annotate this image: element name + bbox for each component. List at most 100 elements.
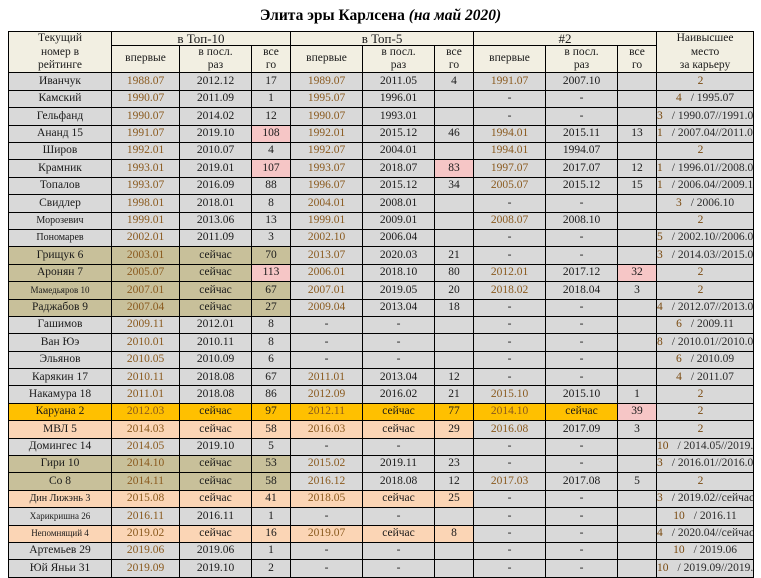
number2-total-cell: 32 bbox=[617, 263, 658, 283]
top10-total-cell: 107 bbox=[251, 159, 291, 178]
top5-last-value: 2006.04 bbox=[379, 231, 418, 244]
header-top5-total-line-2: го bbox=[448, 59, 460, 72]
number2-first-cell: - bbox=[473, 368, 547, 387]
top10-last-cell: 2019.01 bbox=[179, 159, 252, 178]
top10-first-value: 1999.01 bbox=[126, 214, 165, 226]
number2-first-value: 2008.07 bbox=[490, 214, 529, 226]
number2-total-cell: 15 bbox=[617, 176, 658, 196]
number2-first-value: 2017.03 bbox=[490, 474, 529, 487]
career-best-cell: 8 / 2010.01//2010.05 bbox=[656, 333, 755, 352]
career-best-cell: 1 / 2007.04//2011.05 bbox=[656, 124, 755, 144]
top10-last-value: 2019.10 bbox=[196, 561, 235, 574]
top10-last-cell: сейчас bbox=[179, 455, 252, 474]
top5-first-value: 1999.01 bbox=[307, 214, 346, 226]
header-number2-last: в посл. раз bbox=[545, 44, 619, 74]
number2-last-cell: - bbox=[545, 107, 619, 126]
header-number2-total-line-2: го bbox=[631, 59, 643, 72]
top10-first-value: 1991.07 bbox=[126, 127, 165, 140]
career-best-cell: 2 bbox=[656, 263, 755, 283]
top5-first-cell: 1996.07 bbox=[290, 176, 363, 196]
top5-last-cell: - bbox=[362, 541, 435, 561]
top10-first-value: 2005.07 bbox=[126, 266, 165, 279]
header-top5-last-line-1: в посл. bbox=[381, 46, 416, 58]
top10-first-value: 2007.04 bbox=[126, 300, 165, 313]
number2-first-cell: 1994.01 bbox=[473, 141, 547, 161]
number2-first-cell: - bbox=[473, 507, 547, 526]
career-best-rank: 10 bbox=[657, 561, 669, 574]
top5-total-cell: 20 bbox=[433, 281, 475, 300]
career-best-range: / 2019.06 bbox=[693, 544, 738, 557]
number2-first-value: 2016.08 bbox=[490, 422, 529, 435]
top10-last-value: 2019.06 bbox=[196, 544, 235, 557]
top5-first-value: 2015.02 bbox=[307, 457, 346, 470]
top5-last-cell: сейчас bbox=[362, 402, 435, 422]
number2-total-cell: 12 bbox=[617, 159, 658, 178]
header-group-number2: #2 bbox=[473, 31, 658, 46]
top5-first-value: 2007.01 bbox=[307, 283, 346, 296]
career-best-range: / 2012.07//2013.04 bbox=[671, 300, 754, 313]
top10-last-value: 2018.08 bbox=[196, 370, 235, 383]
number2-first-cell: - bbox=[473, 541, 547, 561]
top5-total-cell bbox=[433, 89, 475, 109]
top10-last-value: 2019.10 bbox=[196, 440, 235, 453]
top10-first-value: 2011.01 bbox=[127, 387, 164, 400]
top10-total-cell: 8 bbox=[251, 333, 291, 352]
header-top10-last-line-1: в посл. bbox=[198, 46, 233, 58]
table-header: Текущий номер в рейтинге в Топ-10 в Топ-… bbox=[8, 30, 755, 74]
number2-last-cell: - bbox=[545, 524, 619, 543]
top10-first-cell: 2019.06 bbox=[111, 541, 180, 561]
career-best-rank: 1 bbox=[657, 179, 663, 192]
top5-first-value: 1996.07 bbox=[307, 179, 346, 192]
number2-first-cell: - bbox=[473, 455, 547, 474]
top10-first-cell: 2011.01 bbox=[111, 385, 180, 404]
career-best-range: / 2002.10//2006.04 bbox=[671, 231, 754, 244]
number2-total-cell bbox=[617, 194, 658, 213]
career-best-rank: 4 bbox=[676, 370, 682, 383]
number2-first-cell: 2008.07 bbox=[473, 211, 547, 230]
top10-last-value: 2016.09 bbox=[196, 179, 235, 192]
top10-first-cell: 1990.07 bbox=[111, 89, 180, 109]
header-top10-last-line-2: раз bbox=[207, 59, 224, 72]
career-best-cell: 2 bbox=[656, 472, 755, 491]
header-career-line-1: Наивысшее bbox=[676, 32, 734, 45]
top10-first-value: 1988.07 bbox=[126, 74, 165, 87]
player-name-cell: Гашимов bbox=[8, 315, 112, 335]
career-best-rank: 10 bbox=[657, 440, 669, 453]
career-best-rank: 6 bbox=[675, 353, 682, 366]
top5-first-value: 2018.05 bbox=[307, 492, 346, 505]
table-row: Мамедьяров 10 2007.01 сейчас 67 2007.01 2019.… bbox=[8, 281, 755, 300]
top5-last-value: 2019.11 bbox=[380, 457, 417, 470]
top10-first-value: 1998.01 bbox=[126, 196, 165, 209]
career-best-range: / 2009.11 bbox=[690, 318, 734, 331]
top5-last-value: сейчас bbox=[382, 422, 415, 435]
table-row: Морозевич 1999.01 2013.06 13 1999.01 2009.01 2… bbox=[8, 211, 755, 230]
top10-first-value: 2016.11 bbox=[127, 509, 164, 522]
player-name-cell: Грищук 6 bbox=[8, 246, 112, 265]
table-row: Камский 1990.07 2011.09 1 1995.07 1996.01 - - 4 /… bbox=[8, 89, 755, 109]
top5-last-cell: 2016.02 bbox=[362, 385, 435, 404]
top10-last-cell: сейчас bbox=[179, 281, 252, 300]
top5-total-cell: 83 bbox=[433, 159, 475, 178]
top5-last-value: 2009.01 bbox=[379, 214, 418, 226]
top5-total-cell: 29 bbox=[433, 420, 475, 439]
number2-first-value: 2018.02 bbox=[490, 283, 529, 296]
number2-last-cell: 2017.12 bbox=[545, 263, 619, 283]
top5-first-cell: 2002.10 bbox=[290, 228, 363, 248]
top10-last-value: сейчас bbox=[199, 266, 232, 279]
top5-last-cell: 2015.12 bbox=[362, 124, 435, 144]
number2-first-value: 1997.07 bbox=[490, 161, 529, 174]
number2-last-cell: 2018.04 bbox=[545, 281, 619, 300]
table-row: Со 8 2014.11 сейчас 58 2016.12 2018.08 12 2017.… bbox=[8, 472, 755, 491]
table-row: Иванчук 1988.07 2012.12 17 1989.07 2011.05 4 19… bbox=[8, 72, 755, 91]
top10-last-cell: сейчас bbox=[179, 263, 252, 283]
number2-first-value: 2012.01 bbox=[490, 266, 529, 279]
top10-first-cell: 1998.01 bbox=[111, 194, 180, 213]
top10-first-value: 1992.01 bbox=[126, 144, 165, 157]
top5-last-cell: 2019.11 bbox=[362, 455, 435, 474]
top10-first-cell: 2010.01 bbox=[111, 333, 180, 352]
number2-last-value: 2015.12 bbox=[562, 179, 601, 192]
top10-first-value: 1993.01 bbox=[126, 161, 165, 174]
top5-last-value: 2016.02 bbox=[379, 387, 418, 400]
career-best-cell: 5 / 2002.10//2006.04 bbox=[656, 228, 755, 248]
career-best-cell: 2 bbox=[656, 281, 755, 300]
